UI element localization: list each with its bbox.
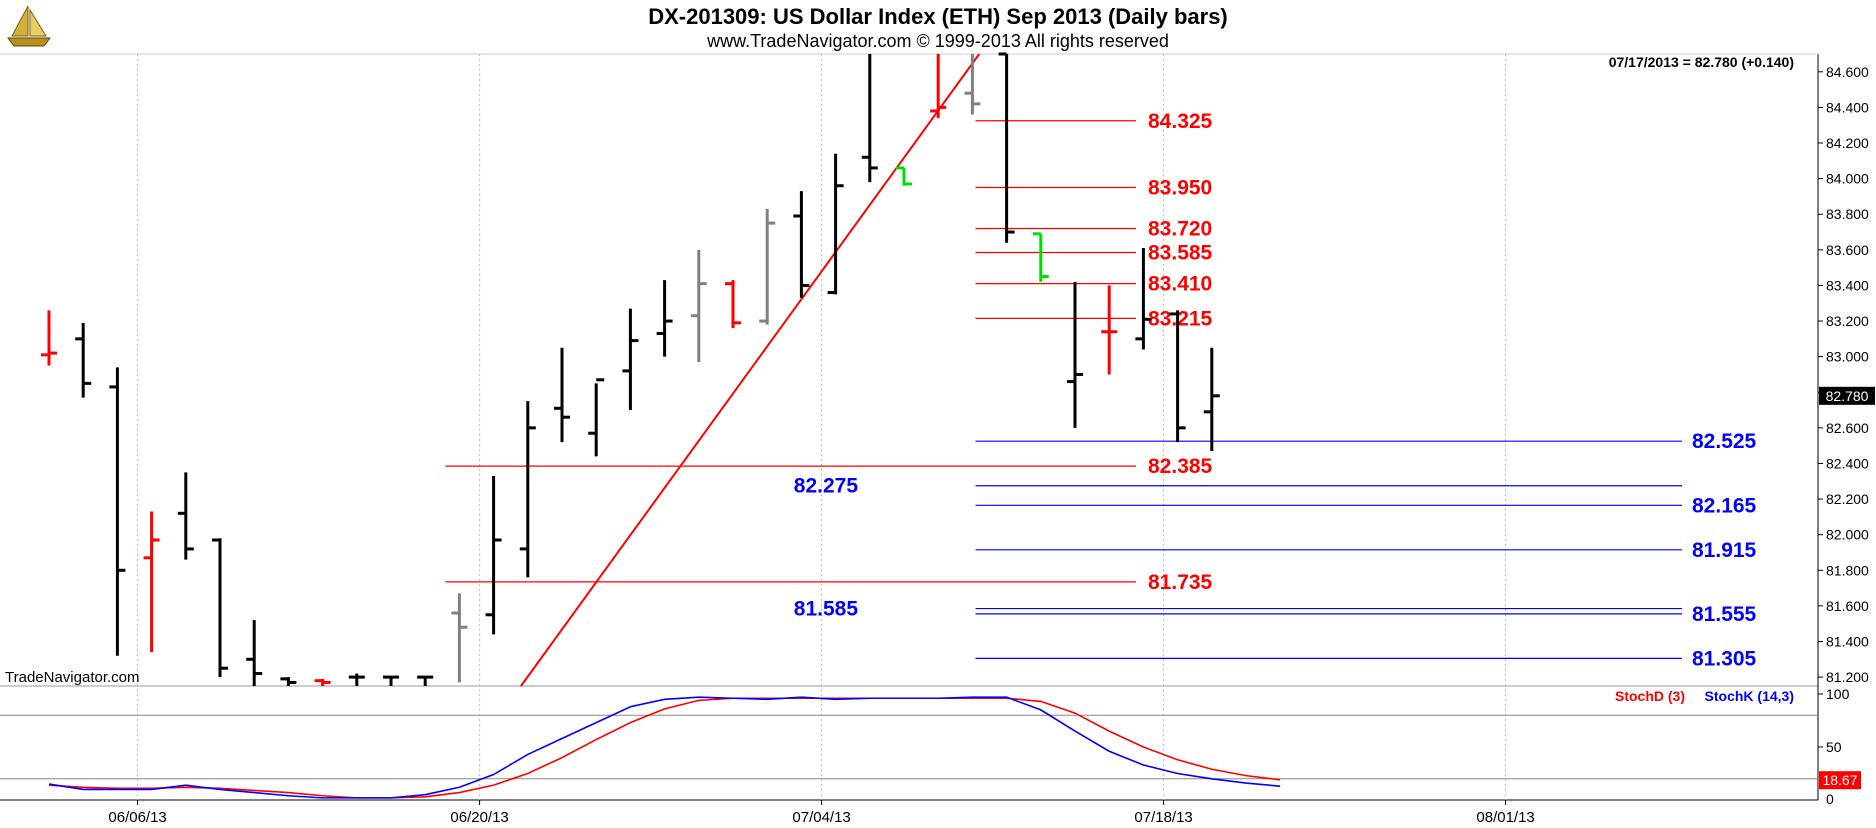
stochastic-panel: 100 50 0 18.67 StochD (3) StochK (14,3): [0, 686, 1861, 807]
level-label: 83.585: [1148, 242, 1213, 265]
date-tick-label: 07/18/13: [1134, 809, 1192, 826]
date-axis: 06/06/13 06/20/13 07/04/13 07/18/13 08/01/13: [108, 800, 1535, 826]
price-bars: [41, 52, 1220, 686]
ohlc-bar: [1135, 248, 1152, 350]
ohlc-bar: [725, 280, 741, 329]
stoch-value-label: 18.67: [1822, 772, 1857, 788]
ohlc-bar: [383, 675, 399, 686]
level-label: 82.275: [794, 475, 859, 498]
level-label: 81.305: [1692, 647, 1757, 670]
watermark-text: TradeNavigator.com: [5, 669, 140, 686]
stoch-tick-label: 100: [1826, 686, 1850, 702]
level-label: 84.325: [1148, 110, 1213, 133]
ohlc-bar: [177, 472, 194, 560]
ohlc-bar: [75, 322, 92, 398]
ohlc-bar: [554, 347, 570, 443]
chart-subtitle: www.TradeNavigator.com © 1999-2013 All r…: [707, 31, 1169, 51]
level-label: 83.720: [1148, 217, 1212, 240]
price-tick-label: 81.400: [1826, 633, 1869, 649]
stoch-tick-label: 0: [1826, 791, 1834, 807]
ohlc-bar: [1067, 281, 1083, 428]
sailboat-logo-icon: [4, 2, 54, 52]
ohlc-bar: [280, 677, 297, 686]
level-label: 81.735: [1148, 571, 1213, 594]
ohlc-bar: [246, 620, 263, 686]
ohlc-bar: [793, 191, 810, 298]
level-label: 81.915: [1692, 539, 1757, 562]
ohlc-bar: [861, 54, 878, 183]
trendline-layer: [520, 53, 981, 687]
last-price-label: 82.780: [1826, 388, 1869, 404]
stoch-tick-label: 50: [1826, 739, 1842, 755]
price-tick-label: 84.000: [1826, 171, 1869, 187]
price-tick-label: 83.400: [1826, 277, 1869, 293]
chart-header: DX-201309: US Dollar Index (ETH) Sep 201…: [0, 0, 1876, 54]
price-tick-label: 81.600: [1826, 598, 1869, 614]
ohlc-bar: [109, 367, 126, 656]
chart-title: DX-201309: US Dollar Index (ETH) Sep 201…: [648, 4, 1228, 29]
ohlc-bar: [1169, 310, 1186, 443]
ohlc-bar: [212, 538, 228, 678]
ohlc-bar: [519, 401, 536, 578]
chart-grid: [0, 53, 1819, 801]
last-price-tag: [1819, 386, 1875, 405]
ohlc-bar: [348, 673, 365, 686]
ohlc-bar: [622, 308, 639, 411]
ohlc-bar: [1203, 347, 1220, 452]
stoch-series-line: [48, 697, 1281, 799]
date-tick-label: 08/01/13: [1476, 809, 1534, 826]
ohlc-bar: [41, 310, 57, 366]
price-axis: 84.600 84.400 84.200 84.000 83.800 83.600 83.4…: [1818, 64, 1875, 685]
level-label: 82.165: [1692, 494, 1757, 517]
level-label: 83.410: [1148, 273, 1212, 296]
trendline: [520, 53, 981, 687]
stoch-series-line: [48, 696, 1281, 799]
ohlc-bar: [1032, 232, 1049, 282]
ohlc-bar: [896, 166, 912, 186]
level-label: 82.525: [1692, 430, 1757, 453]
level-label: 83.215: [1148, 307, 1213, 330]
level-label: 83.950: [1148, 177, 1212, 200]
price-tick-label: 81.200: [1826, 669, 1869, 685]
price-tick-label: 82.200: [1826, 491, 1869, 507]
price-tick-label: 82.000: [1826, 527, 1869, 543]
ohlc-bar: [143, 511, 160, 653]
price-tick-label: 83.000: [1826, 349, 1869, 365]
price-tick-label: 84.400: [1826, 99, 1869, 115]
date-tick-label: 06/20/13: [450, 809, 508, 826]
level-label: 81.585: [794, 598, 859, 621]
ohlc-bar: [588, 378, 605, 457]
price-tick-label: 81.800: [1826, 562, 1869, 578]
ohlc-bar: [1101, 285, 1118, 375]
level-label: 81.555: [1692, 603, 1757, 626]
date-tick-label: 07/04/13: [792, 809, 850, 826]
ohlc-bar: [930, 54, 947, 119]
ohlc-bar: [656, 280, 673, 357]
price-tick-label: 84.200: [1826, 135, 1869, 151]
ohlc-bar: [690, 249, 707, 362]
price-tick-label: 82.400: [1826, 455, 1869, 471]
ohlc-bar: [485, 475, 502, 635]
legend-stoch-k: StochK (14,3): [1705, 688, 1794, 704]
ohlc-bar: [417, 675, 434, 686]
ohlc-bar: [964, 54, 981, 115]
ohlc-bar: [759, 208, 776, 325]
ohlc-bar: [451, 593, 468, 683]
price-tick-label: 83.600: [1826, 242, 1869, 258]
level-label: 82.385: [1148, 455, 1213, 478]
ohlc-bar: [827, 153, 844, 295]
date-tick-label: 06/06/13: [108, 809, 166, 826]
legend-stoch-d: StochD (3): [1615, 688, 1685, 704]
price-tick-label: 82.600: [1826, 420, 1869, 436]
price-tick-label: 84.600: [1826, 64, 1869, 80]
last-quote-text: 07/17/2013 = 82.780 (+0.140): [1609, 54, 1794, 70]
ohlc-bar: [314, 678, 331, 686]
price-tick-label: 83.800: [1826, 206, 1869, 222]
price-tick-label: 83.200: [1826, 313, 1869, 329]
ohlc-bar: [998, 52, 1015, 243]
stoch-value-tag: [1819, 771, 1861, 790]
